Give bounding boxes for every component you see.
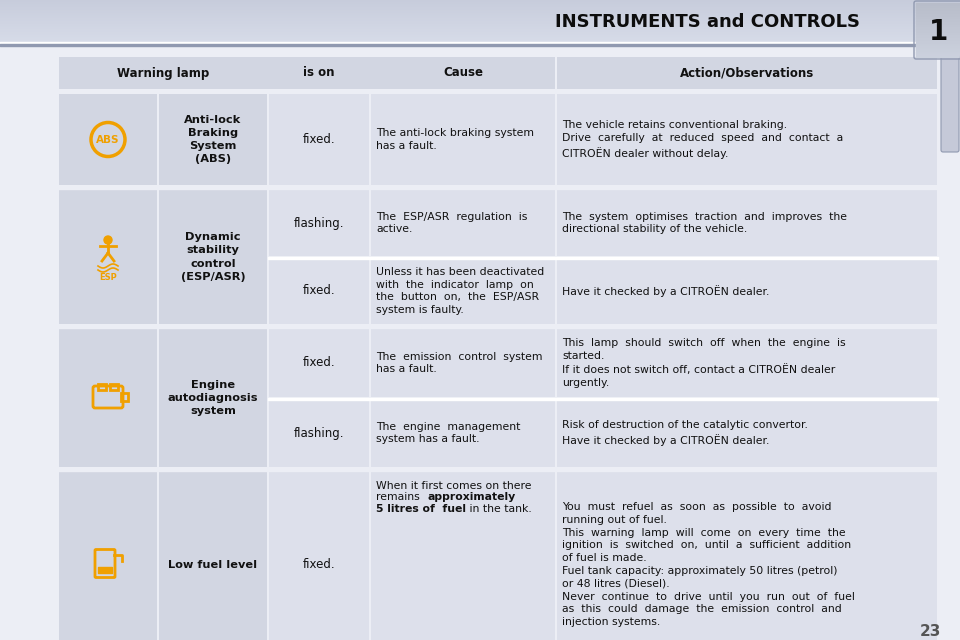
FancyBboxPatch shape — [557, 190, 937, 256]
FancyBboxPatch shape — [269, 258, 369, 324]
FancyBboxPatch shape — [371, 399, 555, 467]
FancyBboxPatch shape — [557, 57, 937, 89]
Text: is on: is on — [303, 67, 335, 79]
FancyBboxPatch shape — [557, 399, 937, 467]
FancyBboxPatch shape — [269, 399, 369, 467]
FancyBboxPatch shape — [941, 48, 959, 152]
FancyBboxPatch shape — [371, 258, 555, 324]
Text: The vehicle retains conventional braking.
Drive  carefully  at  reduced  speed  : The vehicle retains conventional braking… — [562, 120, 843, 159]
FancyBboxPatch shape — [557, 258, 937, 324]
FancyBboxPatch shape — [59, 472, 157, 640]
Text: The  emission  control  system
has a fault.: The emission control system has a fault. — [376, 351, 542, 374]
FancyBboxPatch shape — [159, 94, 267, 185]
FancyBboxPatch shape — [59, 57, 415, 89]
Text: flashing.: flashing. — [294, 426, 345, 440]
FancyBboxPatch shape — [371, 190, 555, 256]
FancyBboxPatch shape — [557, 329, 937, 397]
Text: fixed.: fixed. — [302, 558, 335, 571]
Text: fixed.: fixed. — [302, 356, 335, 369]
Text: fixed.: fixed. — [302, 285, 335, 298]
FancyBboxPatch shape — [159, 329, 267, 467]
Text: remains: remains — [376, 493, 441, 502]
Text: ABS: ABS — [96, 135, 120, 145]
FancyBboxPatch shape — [269, 190, 369, 256]
FancyBboxPatch shape — [159, 190, 267, 324]
Text: This  lamp  should  switch  off  when  the  engine  is
started.
If it does not s: This lamp should switch off when the eng… — [562, 338, 846, 388]
FancyBboxPatch shape — [371, 472, 555, 640]
FancyBboxPatch shape — [59, 190, 157, 324]
FancyBboxPatch shape — [59, 329, 157, 467]
FancyBboxPatch shape — [557, 94, 937, 185]
Circle shape — [104, 236, 112, 244]
FancyBboxPatch shape — [59, 94, 157, 185]
FancyBboxPatch shape — [269, 94, 369, 185]
Text: approximately: approximately — [428, 493, 516, 502]
Text: Unless it has been deactivated
with  the  indicator  lamp  on
the  button  on,  : Unless it has been deactivated with the … — [376, 267, 544, 315]
FancyBboxPatch shape — [159, 472, 267, 640]
Text: Anti-lock
Braking
System
(ABS): Anti-lock Braking System (ABS) — [184, 115, 242, 164]
Text: Dynamic
stability
control
(ESP/ASR): Dynamic stability control (ESP/ASR) — [180, 232, 246, 282]
Text: flashing.: flashing. — [294, 216, 345, 230]
Text: The  engine  management
system has a fault.: The engine management system has a fault… — [376, 422, 520, 444]
FancyBboxPatch shape — [371, 329, 555, 397]
Text: When it first comes on there: When it first comes on there — [376, 481, 532, 491]
FancyBboxPatch shape — [371, 57, 555, 89]
FancyBboxPatch shape — [557, 472, 937, 640]
Text: fixed.: fixed. — [302, 133, 335, 146]
Text: You  must  refuel  as  soon  as  possible  to  avoid
running out of fuel.
This  : You must refuel as soon as possible to a… — [562, 502, 854, 627]
Text: ESP: ESP — [99, 273, 117, 282]
Text: 1: 1 — [928, 18, 948, 46]
Text: Cause: Cause — [443, 67, 483, 79]
Text: 23: 23 — [920, 625, 941, 639]
FancyBboxPatch shape — [269, 329, 369, 397]
FancyBboxPatch shape — [269, 472, 369, 640]
Text: INSTRUMENTS and CONTROLS: INSTRUMENTS and CONTROLS — [555, 13, 860, 31]
Text: Risk of destruction of the catalytic convertor.
Have it checked by a CITROËN dea: Risk of destruction of the catalytic con… — [562, 420, 808, 445]
Text: Action/Observations: Action/Observations — [680, 67, 814, 79]
Text: Warning lamp: Warning lamp — [117, 67, 209, 79]
Text: 5 litres of  fuel: 5 litres of fuel — [376, 504, 466, 514]
Text: The  ESP/ASR  regulation  is
active.: The ESP/ASR regulation is active. — [376, 212, 527, 234]
FancyBboxPatch shape — [59, 57, 267, 89]
FancyBboxPatch shape — [371, 94, 555, 185]
Text: Have it checked by a CITROËN dealer.: Have it checked by a CITROËN dealer. — [562, 285, 769, 297]
Text: The  system  optimises  traction  and  improves  the
directional stability of th: The system optimises traction and improv… — [562, 212, 847, 234]
Text: in the tank.: in the tank. — [466, 504, 532, 514]
FancyBboxPatch shape — [269, 57, 369, 89]
Text: Engine
autodiagnosis
system: Engine autodiagnosis system — [168, 380, 258, 416]
Text: The anti-lock braking system
has a fault.: The anti-lock braking system has a fault… — [376, 128, 534, 151]
Text: Low fuel level: Low fuel level — [168, 559, 257, 570]
